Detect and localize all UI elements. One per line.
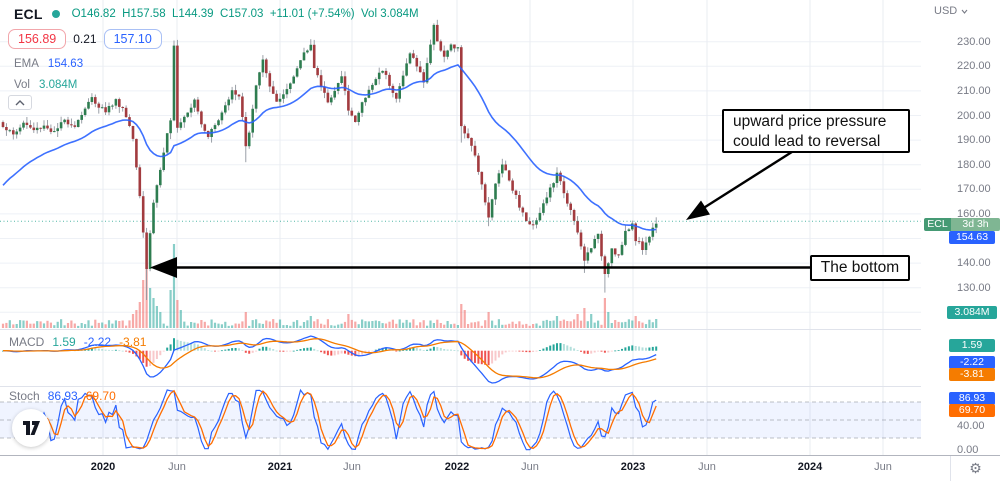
price-tick-label: 190.00 xyxy=(957,134,991,147)
ema-value: 154.63 xyxy=(47,58,84,70)
stoch-k-badge: 86.93 xyxy=(949,392,995,405)
bar-countdown-text: 3d 3h xyxy=(951,218,1000,231)
time-tick-label: Jun xyxy=(343,461,361,473)
time-tick-label: Jun xyxy=(168,461,186,473)
price-tick-label: 200.00 xyxy=(957,109,991,122)
tradingview-logo-icon xyxy=(22,421,40,435)
ema-value-badge: 154.63 xyxy=(949,231,995,244)
annotation-bottom-note[interactable]: The bottom xyxy=(810,255,910,281)
time-tick-label: 2021 xyxy=(267,461,293,473)
buy-price-button[interactable]: 157.10 xyxy=(103,29,162,49)
chevron-up-icon xyxy=(15,99,25,105)
chevron-down-icon xyxy=(961,9,968,14)
stoch-d-badge: 69.70 xyxy=(949,404,995,417)
annotation-reversal-note[interactable]: upward price pressure could lead to reve… xyxy=(722,109,910,153)
symbol-title: ECL xyxy=(14,6,43,22)
macd-hist-badge: 1.59 xyxy=(949,339,995,352)
stoch-k-value: 86.93 xyxy=(47,389,78,403)
collapse-legend-button[interactable] xyxy=(8,95,32,110)
annotation-bottom-text: The bottom xyxy=(820,259,900,276)
macd-pane-legend: MACD 1.59 -2.22 -3.81 xyxy=(9,335,146,349)
price-tick-label: 180.00 xyxy=(957,158,991,171)
price-tick-label: 130.00 xyxy=(957,281,991,294)
currency-label: USD xyxy=(934,5,958,17)
macd-line-badge: -2.22 xyxy=(949,356,995,369)
ohlc-summary: O146.82 H157.58 L144.39 C157.03 +11.01 (… xyxy=(71,8,419,20)
macd-label: MACD xyxy=(9,335,45,349)
symbol-countdown-badge: ECL 3d 3h xyxy=(924,218,1000,231)
macd-hist-value: 1.59 xyxy=(52,335,76,349)
annotation-line2: could lead to reversal xyxy=(733,133,881,150)
bid-ask-row: 156.89 0.21 157.10 xyxy=(8,29,162,49)
macd-signal-badge: -3.81 xyxy=(949,368,995,381)
symbol-badge-text: ECL xyxy=(924,218,951,231)
stoch-tick-label: 40.00 xyxy=(957,420,985,432)
volume-legend-row: Vol 3.084M xyxy=(14,79,77,91)
time-tick-label: 2020 xyxy=(90,461,116,473)
ema-legend-row: EMA 154.63 xyxy=(14,58,83,70)
time-tick-label: 2023 xyxy=(620,461,646,473)
market-status-dot xyxy=(51,10,60,18)
time-tick-label: Jun xyxy=(521,461,539,473)
legend-row-ohlc: ECL O146.82 H157.58 L144.39 C157.03 +11.… xyxy=(14,6,419,22)
spread-value: 0.21 xyxy=(73,32,97,46)
annotation-line1: upward price pressure xyxy=(733,113,887,130)
sell-price-button[interactable]: 156.89 xyxy=(8,29,67,49)
stoch-d-value: 69.70 xyxy=(85,389,116,403)
ema-label: EMA xyxy=(14,58,39,70)
price-tick-label: 210.00 xyxy=(957,84,991,97)
volume-value: 3.084M xyxy=(39,79,78,91)
price-tick-label: 140.00 xyxy=(957,257,991,270)
macd-signal-value: -3.81 xyxy=(119,335,147,349)
gear-icon[interactable]: ⚙ xyxy=(969,460,982,476)
price-tick-label: 160.00 xyxy=(957,207,991,220)
tradingview-logo[interactable] xyxy=(12,409,50,447)
stoch-tick-label: 0.00 xyxy=(957,444,979,456)
volume-value-badge: 3.084M xyxy=(947,306,997,319)
price-tick-label: 170.00 xyxy=(957,183,991,196)
time-tick-label: Jun xyxy=(874,461,892,473)
price-tick-label: 230.00 xyxy=(957,35,991,48)
axis-settings-corner: ⚙ xyxy=(950,456,1000,481)
time-tick-label: Jun xyxy=(698,461,716,473)
time-tick-label: 2024 xyxy=(797,461,823,473)
time-axis[interactable]: ⚙ 2020 Jun 2021 Jun 2022 Jun 2023 Jun 2024 Jun xyxy=(0,456,1000,481)
price-tick-label: 220.00 xyxy=(957,60,991,73)
price-axis[interactable]: USD ECL 3d 3h 154.63 3.084M 1.59 -2.22 -… xyxy=(921,0,1000,456)
currency-selector[interactable]: USD xyxy=(934,5,968,17)
stoch-label: Stoch xyxy=(9,389,40,403)
stoch-pane-legend: Stoch 86.93 69.70 xyxy=(9,389,116,403)
time-tick-label: 2022 xyxy=(444,461,470,473)
volume-label: Vol xyxy=(14,79,30,91)
macd-line-value: -2.22 xyxy=(83,335,112,349)
